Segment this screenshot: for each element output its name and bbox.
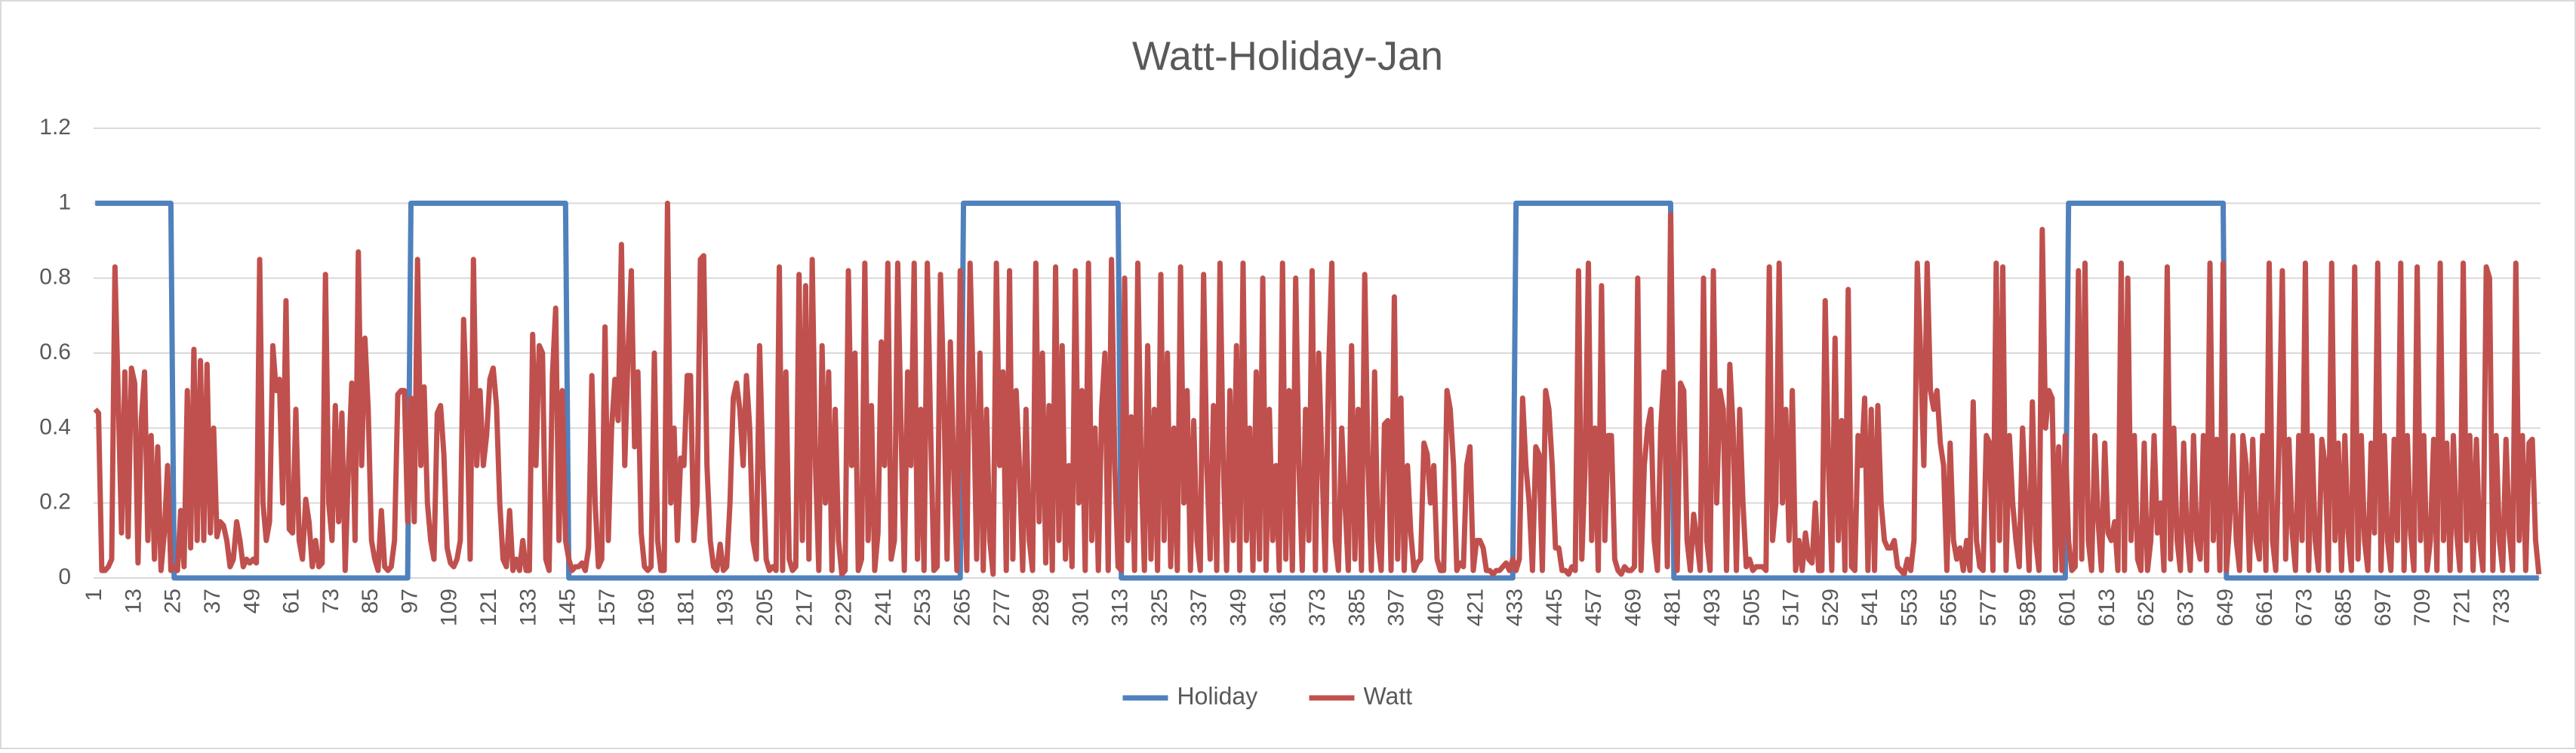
- x-tick-label: 325: [1147, 589, 1172, 626]
- x-tick-label: 421: [1463, 589, 1488, 626]
- y-tick-label: 0.6: [39, 340, 71, 364]
- series-line: [95, 200, 2539, 581]
- x-tick-label: 649: [2213, 589, 2238, 626]
- chart-title: Watt-Holiday-Jan: [1132, 33, 1443, 78]
- x-tick-label: 49: [239, 589, 264, 613]
- series-line: [93, 200, 2542, 577]
- x-tick-label: 289: [1029, 589, 1054, 626]
- x-tick-label: 265: [949, 589, 974, 626]
- x-tick-label: 361: [1266, 589, 1291, 626]
- x-tick-label: 433: [1503, 589, 1528, 626]
- x-tick-label: 397: [1384, 589, 1409, 626]
- x-tick-label: 337: [1186, 589, 1211, 626]
- x-tick-label: 373: [1305, 589, 1330, 626]
- x-tick-label: 721: [2450, 589, 2475, 626]
- x-tick-label: 601: [2055, 589, 2080, 626]
- x-tick-label: 301: [1068, 589, 1093, 626]
- y-tick-label: 0.4: [39, 414, 71, 439]
- x-tick-label: 673: [2291, 589, 2316, 626]
- legend-label: Watt: [1364, 682, 1413, 709]
- y-tick-label: 0.2: [39, 490, 71, 515]
- x-tick-label: 313: [1108, 589, 1133, 626]
- y-tick-label: 1.2: [39, 115, 71, 140]
- x-tick-label: 589: [2015, 589, 2040, 626]
- x-tick-label: 529: [1818, 589, 1843, 626]
- x-tick-label: 109: [437, 589, 462, 626]
- x-tick-label: 1: [82, 589, 106, 601]
- x-tick-label: 157: [595, 589, 620, 626]
- x-tick-label: 217: [792, 589, 817, 626]
- x-tick-label: 493: [1700, 589, 1725, 626]
- legend-label: Holiday: [1177, 682, 1258, 709]
- x-tick-label: 505: [1739, 589, 1764, 626]
- x-tick-label: 481: [1660, 589, 1685, 626]
- x-tick-label: 577: [1976, 589, 2001, 626]
- x-tick-label: 85: [358, 589, 383, 613]
- x-tick-label: 697: [2371, 589, 2396, 626]
- x-tick-label: 709: [2410, 589, 2435, 626]
- x-tick-label: 73: [319, 589, 343, 613]
- x-tick-label: 277: [989, 589, 1014, 626]
- x-tick-label: 229: [832, 589, 857, 626]
- x-tick-label: 457: [1581, 589, 1606, 626]
- x-tick-label: 241: [871, 589, 896, 626]
- x-tick-label: 205: [752, 589, 777, 626]
- x-tick-label: 409: [1423, 589, 1448, 626]
- y-tick-label: 0: [58, 564, 71, 589]
- y-tick-label: 0.8: [39, 265, 71, 290]
- x-tick-label: 469: [1620, 589, 1645, 626]
- x-tick-label: 37: [200, 589, 225, 613]
- x-tick-label: 541: [1857, 589, 1882, 626]
- x-tick-label: 13: [121, 589, 146, 613]
- x-tick-label: 169: [634, 589, 659, 626]
- x-tick-label: 625: [2134, 589, 2159, 626]
- x-tick-label: 97: [397, 589, 422, 613]
- x-tick-label: 553: [1897, 589, 1922, 626]
- x-tick-label: 133: [516, 589, 540, 626]
- x-tick-label: 61: [279, 589, 304, 613]
- x-tick-label: 661: [2252, 589, 2277, 626]
- x-tick-label: 145: [556, 589, 580, 626]
- x-tick-label: 613: [2094, 589, 2119, 626]
- x-tick-label: 193: [713, 589, 738, 626]
- x-tick-label: 121: [476, 589, 501, 626]
- x-tick-label: 25: [161, 589, 186, 613]
- x-tick-label: 517: [1779, 589, 1804, 626]
- x-tick-label: 733: [2489, 589, 2514, 626]
- y-tick-label: 1: [58, 189, 71, 214]
- x-tick-label: 685: [2331, 589, 2356, 626]
- x-tick-label: 181: [673, 589, 698, 626]
- x-tick-label: 565: [1937, 589, 1962, 626]
- x-tick-label: 253: [910, 589, 935, 626]
- x-tick-label: 349: [1226, 589, 1251, 626]
- x-tick-label: 385: [1344, 589, 1369, 626]
- x-tick-label: 445: [1542, 589, 1567, 626]
- x-tick-label: 637: [2173, 589, 2198, 626]
